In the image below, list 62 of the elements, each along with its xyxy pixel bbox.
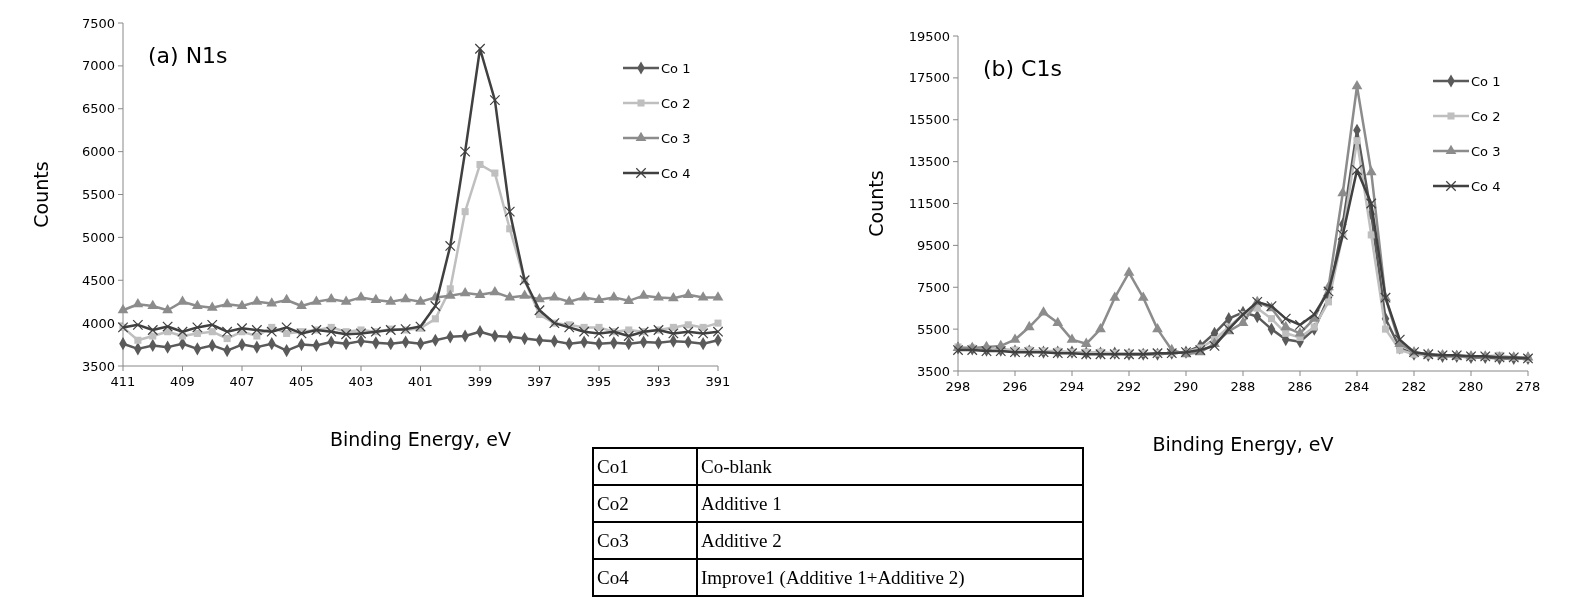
legend-label: Co 1: [1471, 73, 1501, 89]
y-tick-label: 13500: [908, 154, 950, 170]
x-tick-label: 405: [289, 374, 314, 389]
x-tick-label: 278: [1515, 379, 1541, 394]
y-tick-label: 3500: [81, 358, 115, 374]
x-tick-label: 280: [1458, 379, 1484, 394]
x-tick-label: 403: [348, 374, 374, 389]
x-tick-label: 292: [1116, 379, 1142, 394]
y-tick-label: 4000: [81, 315, 115, 331]
y-tick-label: 15500: [908, 112, 950, 128]
text: Additive 2: [701, 530, 782, 552]
text: Co-blank: [701, 456, 773, 478]
y-tick-label: 3500: [916, 363, 950, 379]
y-tick-label: 4500: [81, 272, 115, 288]
y-tick-label: 19500: [908, 28, 950, 44]
legend-label: Co 3: [661, 130, 691, 146]
x-tick-label: 286: [1287, 379, 1313, 394]
text: (a) N1s: [148, 43, 228, 68]
y-tick-label: 5500: [916, 321, 950, 337]
x-tick-label: 294: [1059, 379, 1085, 394]
y-tick-label: 6500: [81, 101, 115, 117]
y-tick-label: 5500: [81, 187, 115, 203]
legend-label: Co 4: [1471, 178, 1501, 194]
y-tick-label: 7000: [81, 58, 115, 74]
legend-label: Co 4: [661, 165, 691, 181]
x-axis-title: Binding Energy, eV: [1152, 433, 1334, 455]
x-tick-label: 391: [705, 374, 731, 389]
x-tick-label: 282: [1401, 379, 1427, 394]
text: Co4: [597, 567, 630, 589]
x-tick-label: 395: [586, 374, 612, 389]
y-tick-label: 9500: [916, 237, 950, 253]
x-tick-label: 399: [467, 374, 493, 389]
x-tick-label: 393: [646, 374, 671, 389]
text: (b) C1s: [983, 56, 1062, 81]
x-tick-label: 298: [945, 379, 971, 394]
y-tick-label: 6000: [81, 144, 115, 160]
y-tick-label: 17500: [908, 70, 950, 86]
text: Additive 1: [701, 493, 782, 515]
x-tick-label: 284: [1344, 379, 1370, 394]
text: Co2: [597, 493, 629, 515]
y-tick-label: 11500: [908, 196, 950, 212]
legend-label: Co 1: [661, 60, 691, 76]
x-tick-label: 290: [1173, 379, 1199, 394]
x-tick-label: 288: [1230, 379, 1256, 394]
legend-label: Co 3: [1471, 143, 1501, 159]
y-axis-title: Counts: [865, 170, 887, 237]
text: Co3: [597, 530, 629, 552]
y-tick-label: 7500: [916, 279, 950, 295]
y-axis-title: Counts: [30, 161, 52, 228]
x-tick-label: 401: [408, 374, 433, 389]
y-tick-label: 5000: [81, 229, 115, 245]
legend-label: Co 2: [1471, 108, 1501, 124]
x-axis-title: Binding Energy, eV: [329, 428, 512, 450]
x-tick-label: 397: [527, 374, 552, 389]
x-tick-label: 411: [110, 374, 136, 389]
text: Improve1 (Additive 1+Additive 2): [701, 567, 965, 590]
x-tick-label: 409: [170, 374, 195, 389]
x-tick-label: 407: [229, 374, 255, 389]
legend-label: Co 2: [661, 95, 691, 111]
x-tick-label: 296: [1002, 379, 1028, 394]
text: Co1: [597, 456, 629, 478]
y-tick-label: 7500: [81, 15, 115, 31]
